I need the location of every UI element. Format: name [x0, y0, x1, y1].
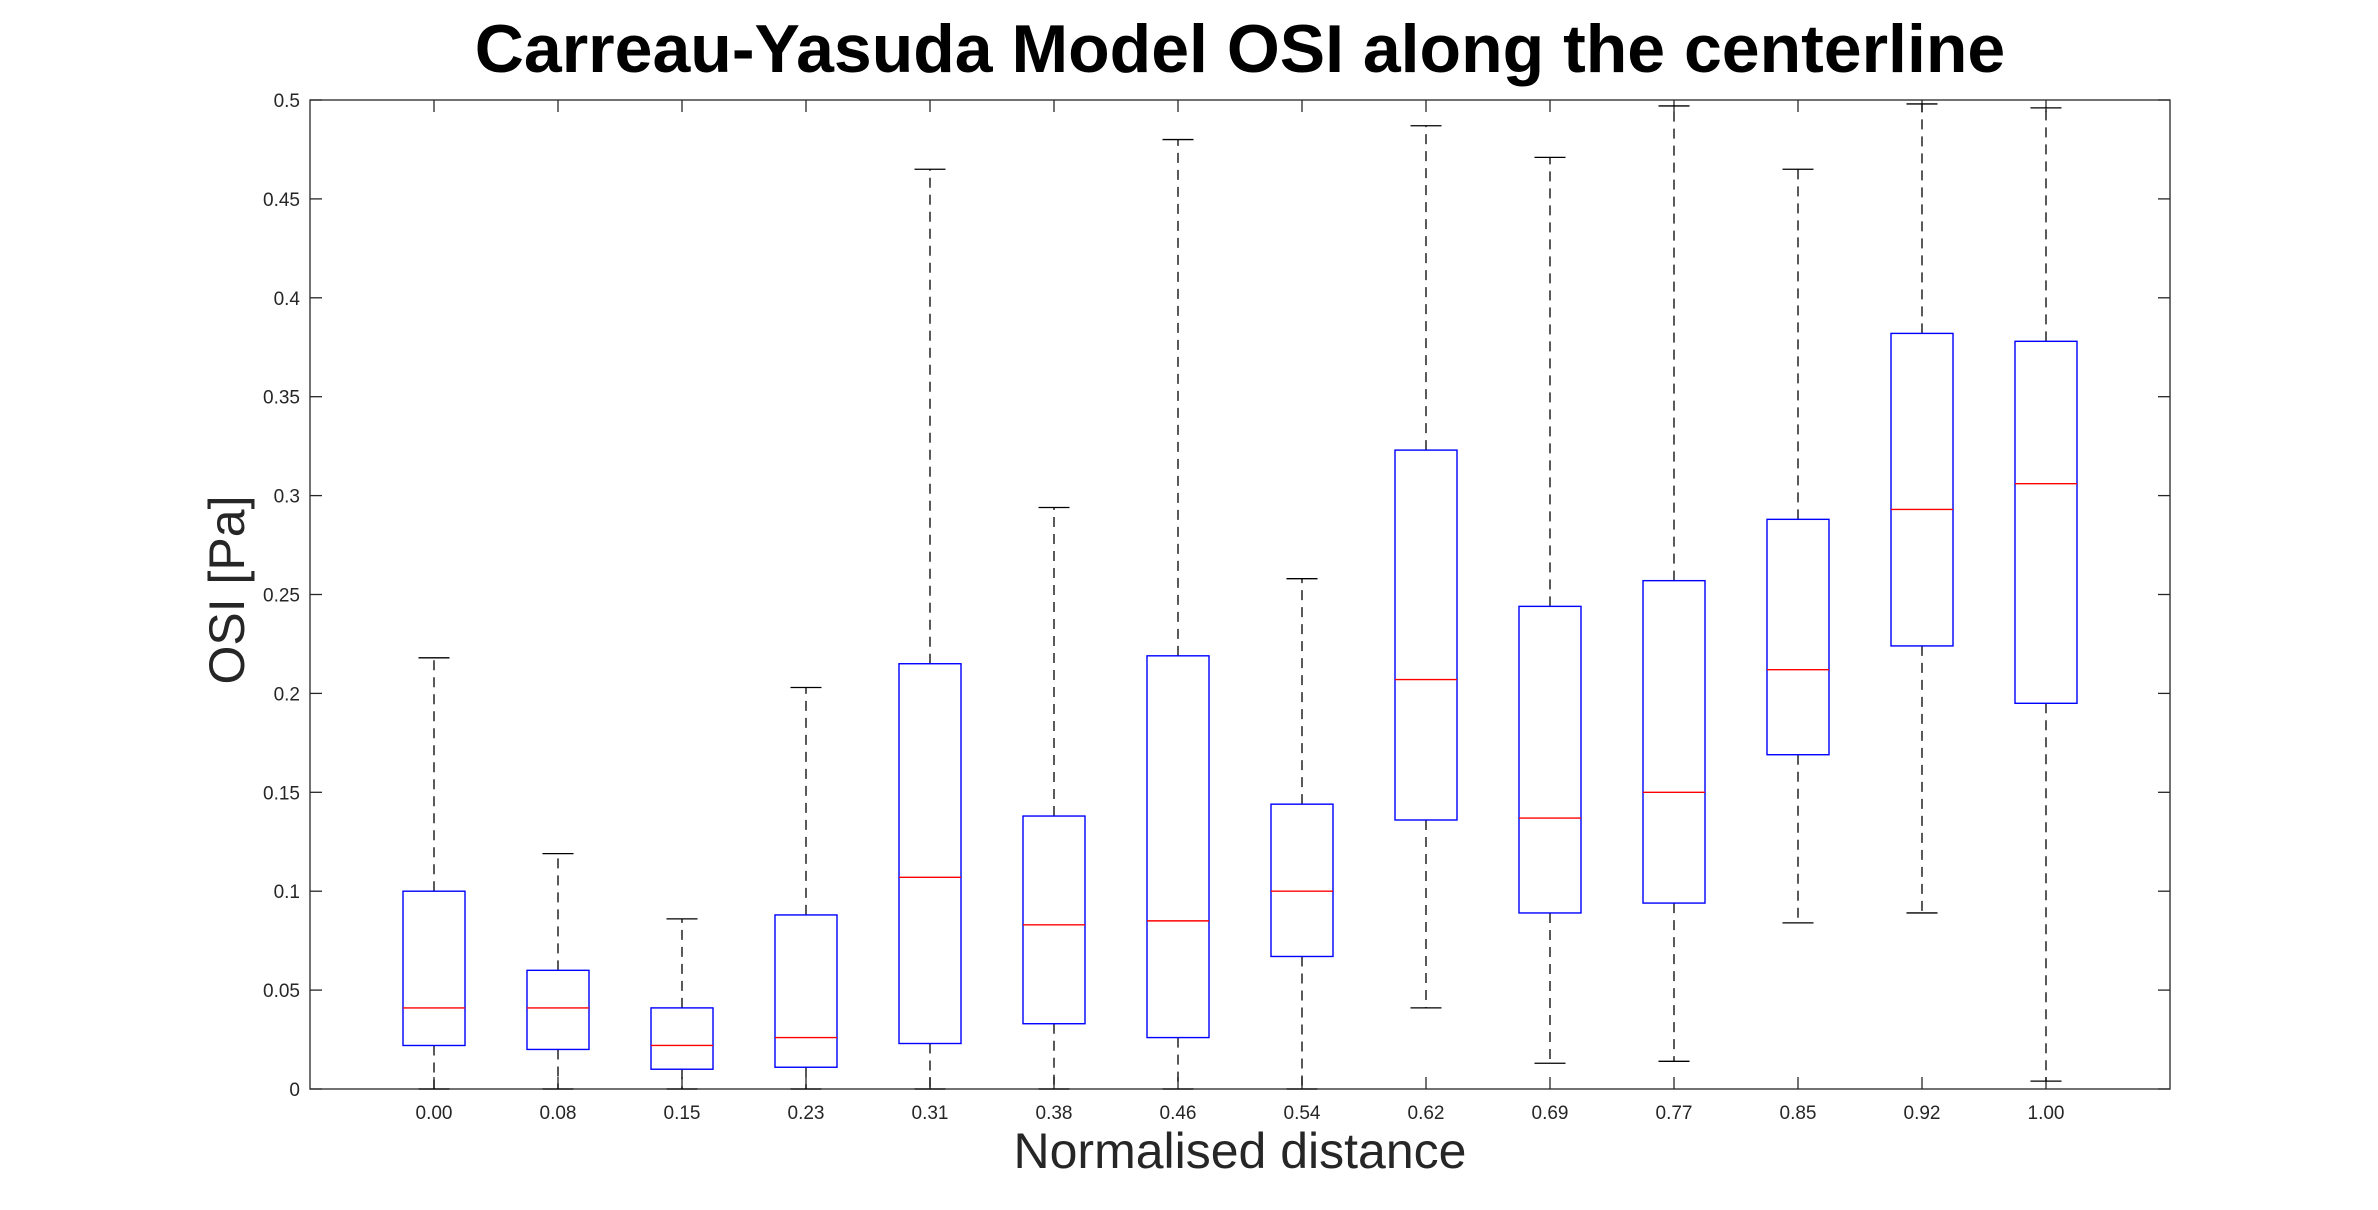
box-plot: [1642, 105, 1706, 1062]
iqr-box: [2014, 340, 2078, 704]
iqr-box: [1146, 655, 1210, 1039]
iqr-box: [898, 663, 962, 1045]
y-tick-label: 0.1: [274, 882, 300, 903]
x-tick-label: 0.08: [540, 1103, 577, 1124]
y-tick-label: 0.5: [274, 91, 300, 112]
box-plot: [1518, 156, 1582, 1064]
box-plot: [402, 657, 466, 1090]
iqr-box: [402, 890, 466, 1047]
y-tick-label: 0: [289, 1080, 300, 1101]
box-plot: [1766, 168, 1830, 924]
iqr-box: [1518, 605, 1582, 914]
x-tick-label: 0.23: [788, 1103, 825, 1124]
x-tick-label: 0.15: [664, 1103, 701, 1124]
box-plot: [526, 852, 590, 1090]
box-plot: [774, 686, 838, 1090]
iqr-box: [1394, 449, 1458, 821]
x-tick-label: 0.85: [1780, 1103, 1817, 1124]
x-axis: 0.00 0.08 0.15 0.23 0.31 0.38 0.46 0.54 0.62 0.69…: [416, 100, 2065, 1124]
iqr-box: [526, 969, 590, 1051]
box-plot: [1270, 578, 1334, 1090]
y-axis: 0 0.05 0.1 0.15 0.2 0.25 0.3 0.35 0.4 0.45 0.5: [263, 91, 2170, 1101]
y-tick-label: 0.4: [274, 289, 301, 310]
chart-title: Carreau-Yasuda Model OSI along the cente…: [475, 11, 2005, 87]
iqr-box: [774, 914, 838, 1068]
box-plots: [402, 103, 2078, 1090]
y-tick-label: 0.15: [263, 783, 300, 804]
iqr-box: [1270, 803, 1334, 958]
x-tick-label: 1.00: [2028, 1103, 2065, 1124]
y-tick-label: 0.45: [263, 190, 300, 211]
x-tick-label: 0.00: [416, 1103, 453, 1124]
iqr-box: [1022, 815, 1086, 1025]
x-tick-label: 0.77: [1656, 1103, 1693, 1124]
iqr-box: [1890, 332, 1954, 647]
iqr-box: [1642, 579, 1706, 904]
y-tick-label: 0.35: [263, 388, 300, 409]
box-plot: [1890, 103, 1954, 914]
y-axis-label: OSI [Pa]: [199, 496, 255, 685]
x-axis-label: Normalised distance: [1014, 1123, 1467, 1179]
x-tick-label: 0.69: [1532, 1103, 1569, 1124]
box-plot: [1394, 125, 1458, 1009]
box-plot: [898, 168, 962, 1090]
x-tick-label: 0.62: [1408, 1103, 1445, 1124]
y-tick-label: 0.25: [263, 586, 300, 607]
box-plot: [1146, 138, 1210, 1090]
x-tick-label: 0.92: [1904, 1103, 1941, 1124]
x-tick-label: 0.38: [1036, 1103, 1073, 1124]
iqr-box: [1766, 518, 1830, 756]
x-tick-label: 0.31: [912, 1103, 949, 1124]
x-tick-label: 0.46: [1160, 1103, 1197, 1124]
x-tick-label: 0.54: [1284, 1103, 1321, 1124]
box-plot: [1022, 506, 1086, 1090]
box-plot: [650, 918, 714, 1090]
y-tick-label: 0.2: [274, 684, 300, 705]
y-tick-label: 0.05: [263, 981, 300, 1002]
iqr-box: [650, 1007, 714, 1070]
y-tick-label: 0.3: [274, 487, 300, 508]
box-plot: [2014, 107, 2078, 1082]
